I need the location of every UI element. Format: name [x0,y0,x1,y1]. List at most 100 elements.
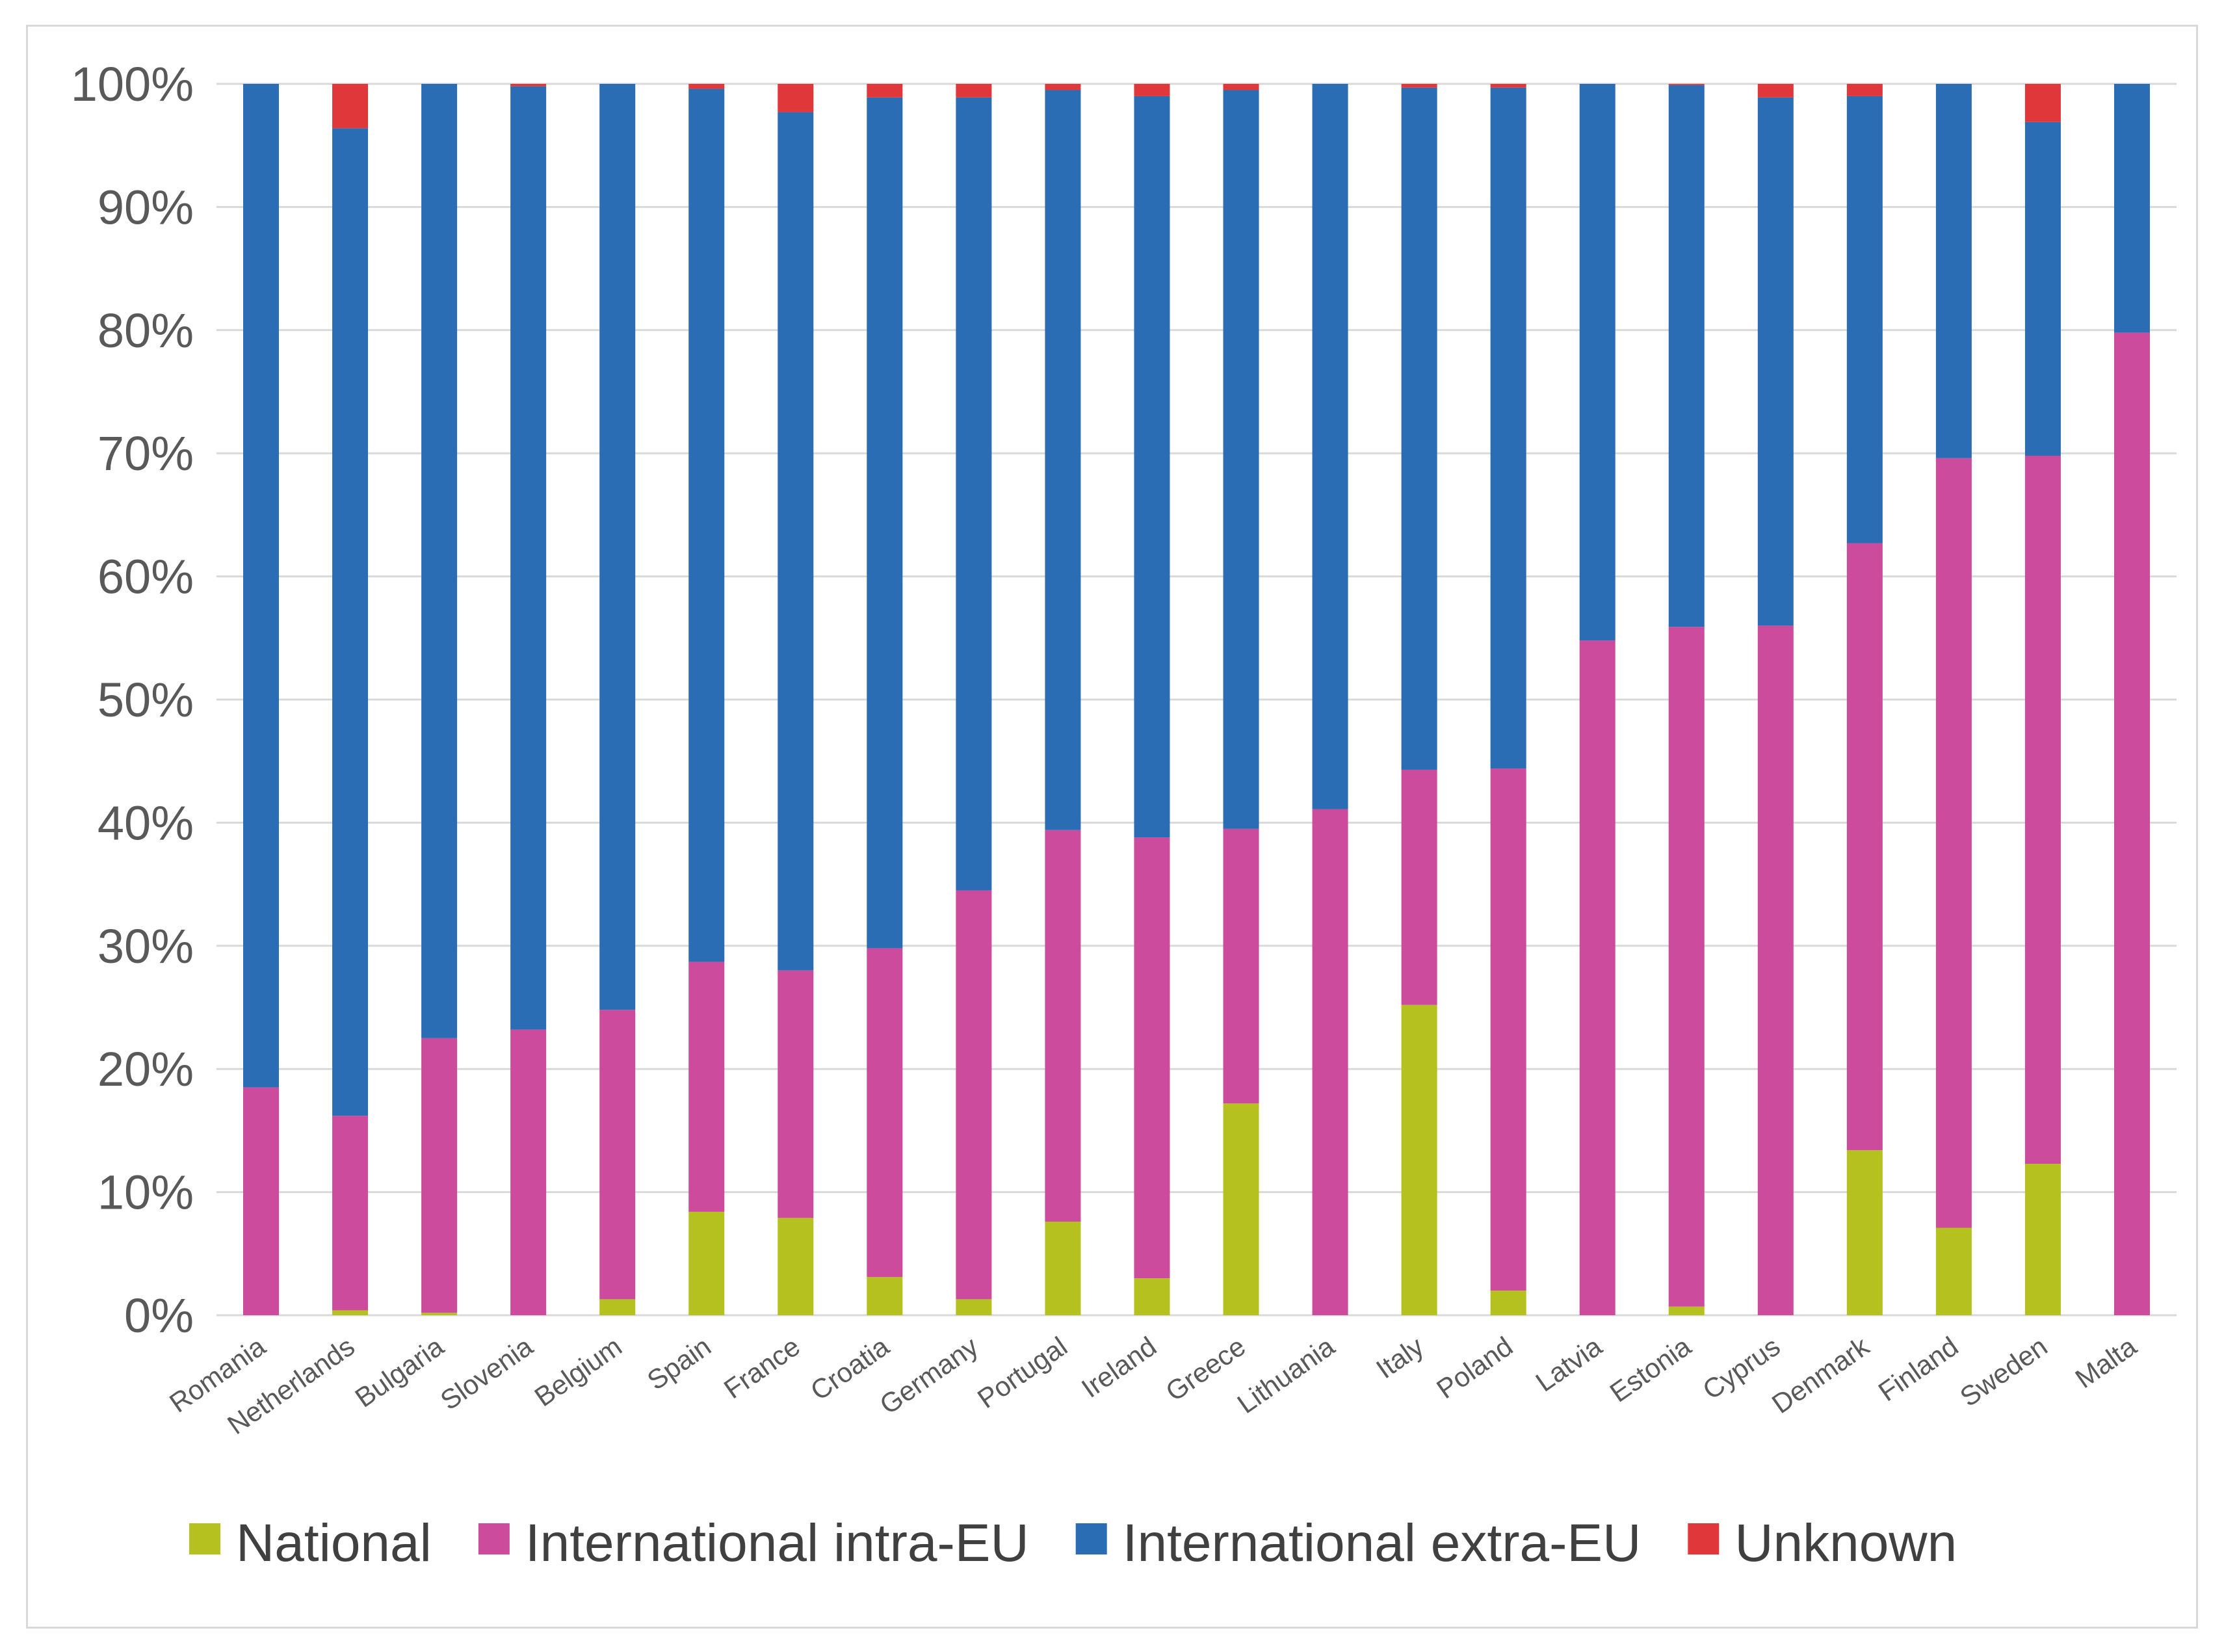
bar-segment-unknown [510,84,547,86]
bar-segment-national [867,1277,903,1315]
legend: National International intra-EU Internatio… [189,1514,1957,1573]
x-tick-label: Spain [642,1331,716,1396]
x-tick-label: Ireland [1076,1331,1162,1404]
bar-segment-international-intra-eu [1579,640,1616,1315]
bar-segment-international-extra-eu [688,88,725,962]
y-tick-label: 60% [98,550,194,604]
bar-segment-international-intra-eu [1935,458,1972,1228]
x-tick-label: Italy [1370,1331,1429,1385]
bar-segment-international-intra-eu [778,970,814,1218]
bar-segment-unknown [1045,84,1081,90]
bar-segment-international-extra-eu [1401,87,1437,770]
bar-segment-unknown [2024,84,2061,122]
x-tick-label: Bulgaria [350,1331,450,1413]
bar-segment-international-extra-eu [1134,96,1170,838]
bar-segment-international-extra-eu [1935,84,1972,458]
bar-segment-national [956,1299,992,1315]
bar-segment-international-extra-eu [1757,97,1794,626]
bar-segment-international-extra-eu [1312,84,1348,809]
bar-segment-international-intra-eu [1401,769,1437,1005]
bar-segment-national [1045,1222,1081,1315]
legend-swatch [189,1523,220,1554]
x-tick-label: Denmark [1766,1330,1875,1419]
bar-segment-international-extra-eu [1045,90,1081,830]
x-tick-label: Belgium [529,1331,627,1413]
y-tick-label: 90% [98,180,194,234]
x-tick-label: France [718,1331,805,1404]
x-axis-ticks: RomaniaNetherlandsBulgariaSloveniaBelgiu… [164,1330,2142,1440]
bar-segment-international-intra-eu [1134,837,1170,1279]
y-tick-label: 70% [98,426,194,480]
bar-segment-international-extra-eu [1579,84,1616,641]
bar-segment-national [1223,1103,1259,1315]
bar-segment-national [688,1211,725,1315]
y-tick-label: 10% [98,1166,194,1220]
bar-segment-international-intra-eu [510,1029,547,1315]
chart-frame: 0% 10% 20% 30% 40% 50% 60% 70% 80% 90% 100% Romani… [26,25,2198,1629]
stacked-bar-chart: 0% 10% 20% 30% 40% 50% 60% 70% 80% 90% 100% Romani… [71,57,2177,1573]
bar-segment-unknown [867,84,903,98]
bar-segment-international-intra-eu [688,962,725,1212]
bar-segment-international-intra-eu [1312,809,1348,1315]
y-tick-label: 0% [124,1289,194,1343]
x-tick-label: Finland [1873,1331,1964,1408]
bar-segment-international-intra-eu [421,1038,458,1313]
bar-segment-national [1668,1306,1705,1315]
bar-segment-unknown [1757,84,1794,98]
bar-segment-international-intra-eu [1846,543,1883,1151]
bar-segment-international-extra-eu [2113,84,2150,333]
bar-segment-unknown [332,84,369,129]
legend-label: International intra-EU [525,1514,1029,1573]
bar-segment-unknown [688,84,725,89]
y-tick-label: 80% [98,304,194,358]
bar-segment-unknown [1401,84,1437,88]
bar-segment-international-extra-eu [778,112,814,971]
legend-swatch [478,1523,510,1554]
y-axis-ticks: 0% 10% 20% 30% 40% 50% 60% 70% 80% 90% 100% [71,57,194,1343]
bar-segment-international-extra-eu [1846,96,1883,544]
bar-segment-international-extra-eu [1668,85,1705,627]
x-tick-label: Estonia [1604,1331,1697,1408]
y-tick-label: 100% [71,57,194,111]
bar-segment-unknown [956,84,992,98]
bar-segment-international-intra-eu [599,1010,636,1300]
bar-segment-international-extra-eu [1490,87,1526,769]
x-tick-label: Lithuania [1232,1331,1341,1420]
bar-segment-international-intra-eu [243,1087,280,1315]
bar-segment-international-extra-eu [956,97,992,891]
bar-segment-international-intra-eu [2113,332,2150,1315]
bar-segment-international-intra-eu [332,1116,369,1311]
bar-segment-international-intra-eu [867,948,903,1278]
legend-label: National [236,1514,432,1573]
bar-segment-national [1490,1291,1526,1315]
bar-segment-international-intra-eu [2024,455,2061,1164]
bar-segment-international-intra-eu [1045,830,1081,1222]
bar-segment-international-extra-eu [599,84,636,1010]
y-tick-label: 40% [98,796,194,850]
bar-segment-unknown [1223,84,1259,90]
bar-segment-unknown [1846,84,1883,96]
legend-label: International extra-EU [1123,1514,1642,1573]
bar-segment-international-intra-eu [1757,625,1794,1315]
x-tick-label: Portugal [972,1331,1073,1414]
bar-segment-national [332,1310,369,1315]
bar-segment-international-extra-eu [332,128,369,1116]
bar-segment-national [1134,1278,1170,1315]
bar-segment-national [1846,1150,1883,1315]
bar-segment-national [1401,1004,1437,1315]
bar-segment-unknown [1134,84,1170,96]
bar-segment-unknown [1490,84,1526,88]
legend-label: Unknown [1734,1514,1957,1573]
bar-segment-international-extra-eu [867,97,903,949]
bars [243,84,2150,1315]
bar-segment-international-extra-eu [1223,90,1259,829]
bar-segment-international-extra-eu [510,86,547,1030]
bar-segment-national [599,1299,636,1315]
bar-segment-national [421,1313,458,1315]
x-tick-label: Poland [1431,1331,1518,1405]
bar-segment-international-intra-eu [1668,627,1705,1307]
bar-segment-international-extra-eu [2024,122,2061,456]
y-tick-label: 50% [98,673,194,727]
bar-segment-national [2024,1164,2061,1315]
x-tick-label: Sweden [1954,1331,2052,1413]
